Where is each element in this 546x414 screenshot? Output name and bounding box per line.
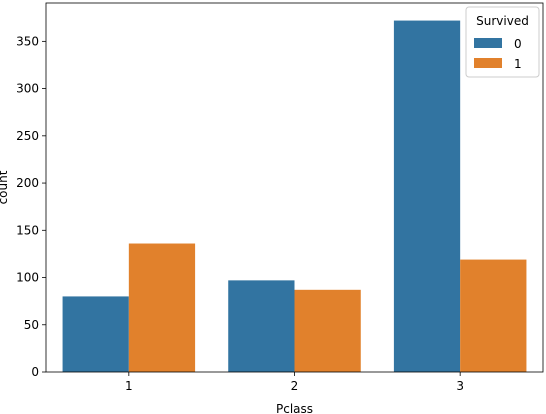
bar-pclass-2-survived-0: [228, 280, 295, 372]
y-tick-label: 350: [16, 34, 39, 48]
bar-pclass-3-survived-0: [393, 20, 461, 372]
y-tick-label: 150: [16, 223, 39, 237]
bar-pclass-2-survived-1: [294, 289, 361, 372]
y-tick-label: 100: [16, 271, 39, 285]
axes: 0 50 100 150 200 250 300 350 1 2 3: [16, 2, 544, 393]
bar-pclass-1-survived-0: [62, 296, 129, 372]
y-tick-label: 200: [16, 176, 39, 190]
x-tick-label: 1: [125, 379, 133, 393]
x-axis-title: Pclass: [276, 402, 313, 414]
y-tick-label: 50: [24, 318, 39, 332]
y-tick-label: 0: [31, 365, 39, 379]
plot-area: [62, 20, 527, 372]
x-tick-label: 3: [456, 379, 464, 393]
axes-frame: [45, 2, 544, 373]
legend-title: Survived: [476, 14, 529, 28]
legend-swatch-1: [474, 58, 502, 68]
bar-pclass-1-survived-1: [128, 243, 196, 372]
y-tick-label: 300: [16, 82, 39, 96]
x-tick-label: 2: [291, 379, 299, 393]
legend-label-0: 0: [514, 37, 522, 51]
legend: Survived 0 1: [465, 6, 540, 78]
legend-swatch-0: [474, 38, 502, 48]
legend-label-1: 1: [514, 57, 522, 71]
y-tick-label: 250: [16, 129, 39, 143]
bar-pclass-3-survived-1: [460, 259, 527, 372]
y-axis-title: count: [0, 170, 10, 204]
